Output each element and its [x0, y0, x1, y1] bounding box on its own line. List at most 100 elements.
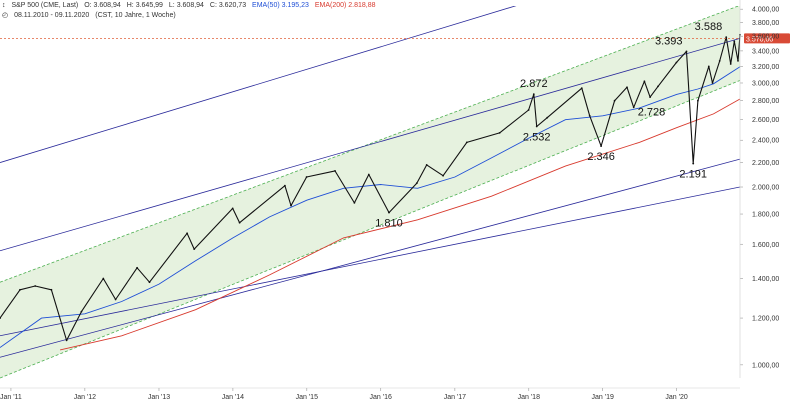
price-point	[527, 109, 530, 111]
price-point	[725, 36, 728, 38]
annotation-label: 2.532	[523, 132, 551, 144]
annotation-label: 3.393	[655, 35, 683, 47]
price-point	[588, 114, 591, 117]
price-point	[238, 221, 241, 224]
x-tick-label: Jan '18	[518, 394, 540, 401]
y-tick-label: 3.200,00	[752, 64, 779, 71]
price-point	[733, 40, 736, 43]
y-tick-label: 1.200,00	[752, 316, 779, 323]
price-point	[50, 288, 53, 291]
price-point	[284, 184, 286, 187]
annotation-label: 3.588	[695, 21, 723, 33]
x-tick-label: Jan '13	[148, 394, 170, 401]
price-point	[148, 281, 151, 284]
annotation-label: 2.191	[679, 169, 707, 181]
price-point	[0, 317, 1, 319]
price-point	[632, 106, 635, 109]
y-tick-label: 1.600,00	[752, 242, 779, 249]
price-point	[626, 86, 628, 89]
y-tick-label: 3.600,00	[752, 34, 779, 41]
chart-info: (CST, 10 Jahre, 1 Woche)	[95, 12, 176, 19]
price-point	[231, 207, 234, 210]
ema50-line	[0, 66, 741, 348]
annotation-label: 1.810	[375, 218, 403, 230]
reference-badge	[744, 33, 790, 44]
channel-upper-edge[interactable]	[0, 5, 740, 283]
ema200-line	[59, 98, 741, 351]
price-series	[0, 33, 741, 342]
price-point	[425, 164, 428, 166]
x-tick-label: Jan '19	[592, 394, 614, 401]
reference-line: 3.570,00	[0, 33, 790, 44]
clock-icon: ◴	[2, 12, 9, 19]
price-point	[675, 61, 678, 64]
y-tick-label: 1.400,00	[752, 276, 779, 283]
annotation-label: 2.346	[587, 151, 615, 163]
ema200-legend[interactable]: EMA(200) 2.818,88	[314, 2, 376, 9]
y-tick-label: 2.600,00	[752, 117, 779, 124]
x-axis: Jan '11 Jan '12 Jan '13 Jan '14 Jan '15 Jan '…	[0, 387, 740, 401]
price-point	[535, 125, 538, 128]
high-value: H: 3.645,99	[126, 2, 163, 9]
x-tick-label: Jan '14	[222, 394, 244, 401]
price-point	[546, 116, 549, 119]
price-point	[465, 141, 468, 144]
price-point	[80, 310, 83, 313]
x-tick-label: Jan '16	[370, 394, 392, 401]
y-tick-label: 3.800,00	[752, 20, 779, 27]
low-value: L: 3.608,94	[168, 2, 204, 9]
symbol-label[interactable]: S&P 500 (CME, Last)	[11, 2, 79, 9]
annotation-label: 2.728	[638, 106, 666, 118]
price-point	[737, 60, 739, 62]
ema50-series-line	[0, 66, 741, 348]
trendline-mid-upper[interactable]	[0, 37, 740, 252]
y-tick-label: 2.000,00	[752, 185, 779, 192]
price-point	[711, 82, 714, 84]
reference-label: 3.570,00	[746, 36, 773, 43]
channel-lower-edge[interactable]	[0, 80, 740, 379]
price-point	[193, 248, 196, 251]
y-axis: 1.000,00 1.200,00 1.400,00 1.600,00 1.800,00…	[739, 0, 779, 378]
y-tick-label: 2.400,00	[752, 138, 779, 145]
price-point	[334, 170, 336, 172]
x-tick-label: Jan '20	[665, 394, 687, 401]
price-point	[367, 173, 370, 176]
trendline-outer-lower[interactable]	[0, 158, 740, 358]
channel-fill	[0, 6, 740, 378]
price-point	[692, 162, 695, 165]
date-range: 08.11.2010 - 09.11.2020	[14, 12, 90, 19]
price-point	[649, 96, 651, 98]
price-point	[388, 211, 390, 214]
x-tick-label: Jan '15	[296, 394, 318, 401]
price-point	[600, 145, 602, 148]
price-point	[580, 87, 583, 90]
price-point	[498, 132, 501, 134]
price-point	[102, 277, 105, 280]
y-tick-label: 1.800,00	[752, 212, 779, 219]
price-point	[34, 285, 37, 287]
x-tick-label: Jan '17	[444, 394, 466, 401]
trendlines	[0, 0, 740, 358]
price-point	[353, 202, 356, 204]
y-tick-label: 3.400,00	[752, 48, 779, 55]
y-tick-label: 3.000,00	[752, 80, 779, 87]
annotation-label: 2.872	[520, 78, 548, 90]
price-point	[65, 339, 68, 342]
trendline-lower[interactable]	[0, 186, 740, 337]
symbol-icon[interactable]: ↕	[2, 2, 6, 9]
price-point	[305, 176, 308, 178]
y-tick-label: 2.800,00	[752, 98, 779, 105]
ema200-series-line	[59, 98, 741, 351]
price-point	[415, 182, 418, 185]
price-point	[657, 85, 659, 88]
close-value: C: 3.620,73	[209, 2, 247, 9]
ema50-legend[interactable]: EMA(50) 3.195,23	[252, 2, 309, 9]
trendline-outer-upper[interactable]	[0, 0, 726, 163]
price-point	[114, 298, 117, 301]
price-point	[613, 99, 616, 102]
price-point	[442, 174, 444, 177]
open-value: O: 3.608,94	[84, 2, 121, 9]
price-point	[697, 99, 699, 102]
price-point	[729, 63, 732, 65]
